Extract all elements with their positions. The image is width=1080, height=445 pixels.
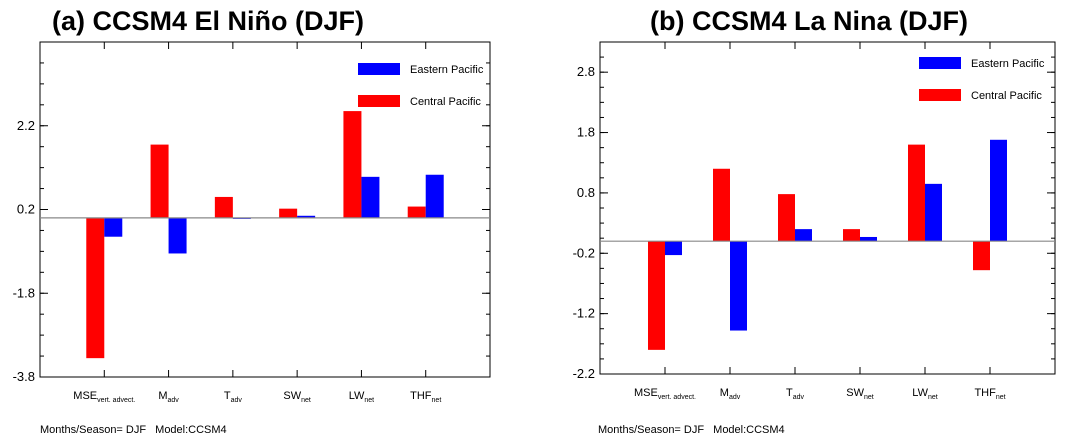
- footer-season: Months/Season= DJF: [40, 424, 147, 436]
- bar: [648, 241, 665, 350]
- y-tick-label: -2.2: [573, 366, 595, 381]
- bar: [343, 111, 362, 218]
- chart-title: (b) CCSM4 La Nina (DJF): [650, 6, 969, 36]
- bar: [665, 241, 682, 256]
- bar: [407, 206, 426, 218]
- bar: [908, 144, 925, 242]
- bar: [990, 139, 1007, 242]
- x-tick-label: THFnet: [410, 390, 441, 404]
- bar: [730, 241, 747, 331]
- x-tick-label: Tadv: [786, 387, 805, 401]
- bar-chart-el-nino: -3.8 -1.8 0.2 2.2 MSEvert. advect. Madv Tadv SW…: [13, 41, 491, 404]
- chart-footer: Months/Season= DJF Model:CCSM4: [40, 424, 233, 436]
- x-tick-label: SWnet: [846, 387, 874, 401]
- bar: [214, 196, 233, 218]
- chart-title: (a) CCSM4 El Niño (DJF): [52, 6, 365, 36]
- x-tick-label: Tadv: [224, 390, 243, 404]
- footer-season: Months/Season= DJF: [598, 424, 705, 436]
- legend-label: Central Pacific: [971, 90, 1042, 102]
- bar: [86, 217, 105, 359]
- bar: [843, 229, 860, 242]
- chart-panel-el-nino: (a) CCSM4 El Niño (DJF) -3.8 -1.8 0.2 2.2 MS…: [13, 6, 491, 436]
- y-tick-label: -3.8: [13, 369, 35, 384]
- legend-label: Eastern Pacific: [410, 64, 484, 76]
- series-eastern-pacific: [104, 174, 444, 254]
- x-tick-label: MSEvert. advect.: [73, 390, 135, 404]
- bar-chart-la-nina: -2.2 -1.2 -0.2 0.8 1.8 2.8 MSEvert. advect. Mad…: [573, 41, 1056, 401]
- legend-swatch: [358, 95, 400, 107]
- y-tick-label: 0.8: [577, 185, 595, 200]
- chart-panel-la-nina: (b) CCSM4 La Nina (DJF) -2.2 -1.2 -0.2 0.8 1…: [540, 0, 1080, 445]
- x-tick-label: LWnet: [912, 387, 937, 401]
- legend-swatch: [358, 63, 400, 75]
- y-tick-label: 0.2: [17, 202, 35, 217]
- legend-label: Central Pacific: [410, 96, 481, 108]
- footer-model: Model:CCSM4: [713, 424, 785, 436]
- y-tick-label: 1.8: [577, 125, 595, 140]
- bar: [860, 236, 877, 242]
- x-tick-label: LWnet: [349, 390, 374, 404]
- x-tick-label: MSEvert. advect.: [634, 387, 696, 401]
- bar: [361, 176, 380, 218]
- x-tick-label: Madv: [158, 390, 179, 404]
- y-tick-label: 2.8: [577, 64, 595, 79]
- bar: [297, 215, 316, 218]
- y-tick-label: -1.2: [573, 306, 595, 321]
- y-tick-label: -0.2: [573, 245, 595, 260]
- y-tick-label: -1.8: [13, 285, 35, 300]
- x-tick-label: Madv: [720, 387, 741, 401]
- bar: [104, 217, 123, 237]
- footer-model: Model:CCSM4: [155, 424, 227, 436]
- series-eastern-pacific: [665, 139, 1007, 331]
- legend-label: Eastern Pacific: [971, 58, 1045, 70]
- bar: [279, 208, 298, 218]
- legend-swatch: [919, 89, 961, 101]
- series-central-pacific: [648, 144, 990, 350]
- bar: [925, 183, 942, 242]
- bar: [778, 194, 795, 242]
- x-tick-label: SWnet: [283, 390, 311, 404]
- legend-swatch: [919, 57, 961, 69]
- y-tick-label: 2.2: [17, 118, 35, 133]
- bar: [150, 144, 169, 218]
- bar: [168, 217, 187, 254]
- chart-footer: Months/Season= DJF Model:CCSM4: [598, 424, 791, 436]
- bar: [973, 241, 990, 271]
- series-central-pacific: [86, 111, 426, 359]
- x-tick-label: THFnet: [974, 387, 1005, 401]
- bar: [795, 229, 812, 242]
- bar: [425, 174, 444, 218]
- bar: [713, 168, 730, 242]
